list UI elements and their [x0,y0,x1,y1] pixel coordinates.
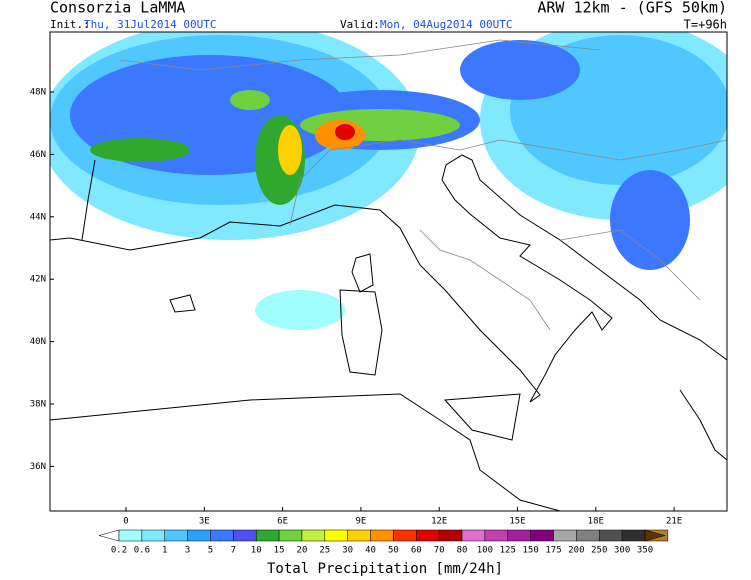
colorbar-label: 150 [523,546,539,556]
colorbar-label: 60 [411,546,422,556]
colorbar-box [438,529,463,542]
valid-time: Mon, 04Aug2014 00UTC [380,18,512,31]
colorbar-box [553,529,577,542]
colorbar-label: 350 [637,546,653,556]
colorbar-label: 15 [274,546,285,556]
colorbar-label: 7 [231,546,236,556]
colorbar-label: 30 [342,546,353,556]
colorbar-label: 0.2 [111,546,127,556]
lon-label: 6E [277,517,288,527]
colorbar-label: 100 [477,546,493,556]
valid-label: Valid: [340,18,380,31]
colorbar-box [164,529,188,542]
colorbar-box [599,529,623,542]
coastlines [50,154,727,511]
colorbar-box [507,529,531,542]
colorbar-box [118,529,143,542]
colorbar-box [255,529,280,542]
colorbar-title: Total Precipitation [mm/24h] [267,561,503,577]
colorbar-label: 125 [500,546,516,556]
colorbar-label: 1 [162,546,167,556]
lon-label: 0 [123,517,128,527]
colorbar-label: 50 [388,546,399,556]
colorbar-label: 300 [614,546,630,556]
lat-label: 48N [30,88,46,98]
colorbar-label: 10 [251,546,262,556]
lat-label: 40N [30,337,46,347]
colorbar-end [644,529,666,542]
lon-label: 12E [431,517,447,527]
colorbar-box [141,529,165,542]
colorbar-box [393,529,417,542]
precip [50,32,727,330]
lon-label: 3E [199,517,210,527]
lead-time: T=+96h [684,18,727,32]
lat-label: 42N [30,275,46,285]
lon-label: 9E [355,517,366,527]
colorbar-label: 5 [208,546,213,556]
colorbar-label: 3 [185,546,190,556]
colorbar-box [278,529,303,542]
colorbar-label: 250 [591,546,607,556]
colorbar-box [187,529,211,542]
colorbar-box [210,529,234,542]
colorbar-label: 80 [457,546,468,556]
title: Consorzia LaMMA [50,0,185,17]
lat-label: 46N [30,150,46,160]
colorbar-box [461,529,486,542]
colorbar-box [324,529,348,542]
colorbar-label: 25 [319,546,330,556]
model: ARW 12km - (GFS 50km) [537,0,727,17]
colorbar-box [233,529,257,542]
lat-label: 36N [30,462,46,472]
colorbar-box [347,529,371,542]
lon-label: 15E [509,517,525,527]
colorbar-label: 20 [297,546,308,556]
colorbar-label: 40 [365,546,376,556]
colorbar-box [416,529,440,542]
lat-label: 38N [30,400,46,410]
colorbar-label: 200 [568,546,584,556]
init-time: Thu, 31Jul2014 00UTC [84,18,216,31]
colorbar-box [370,529,394,542]
lon-label: 18E [588,517,604,527]
borders [119,39,727,331]
colorbar-box [530,529,554,542]
colorbar-end [98,529,120,542]
colorbar-label: 70 [434,546,445,556]
colorbar-label: 175 [545,546,561,556]
colorbar-box [621,529,646,542]
init-label: Init.: [50,18,90,31]
colorbar-box [576,529,600,542]
lat-label: 44N [30,212,46,222]
colorbar-label: 0.6 [134,546,150,556]
colorbar-box [301,529,326,542]
lon-label: 21E [666,517,682,527]
colorbar-box [484,529,509,542]
map [49,31,728,512]
